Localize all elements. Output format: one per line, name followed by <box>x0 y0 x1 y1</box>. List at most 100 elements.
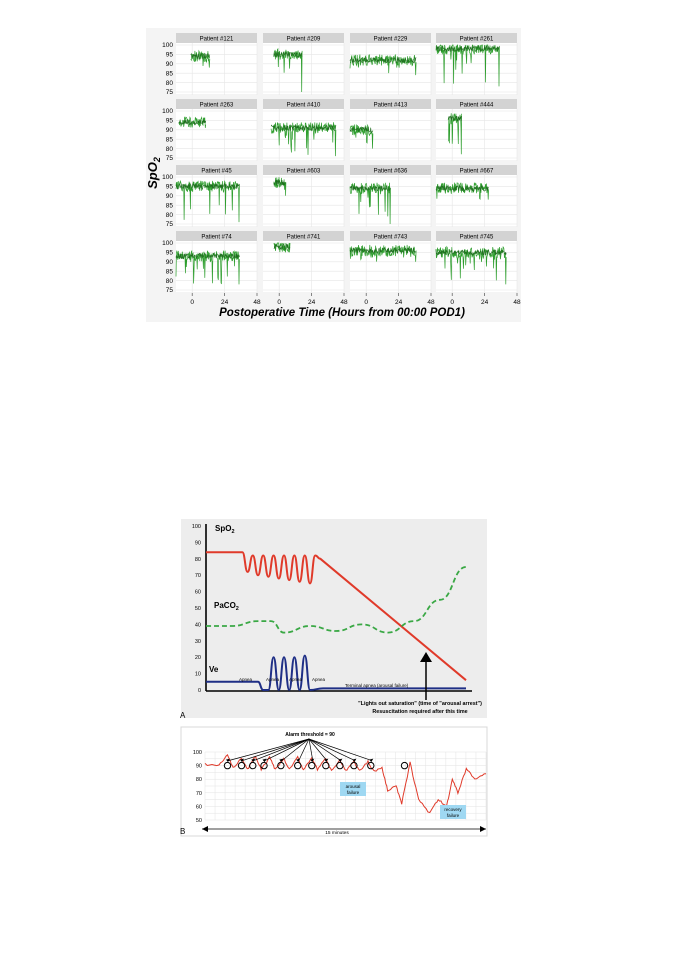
panel-strip <box>436 99 517 109</box>
panel-plot-area <box>350 43 431 94</box>
panel-strip <box>436 33 517 43</box>
spo2-trace-smoothed <box>349 56 417 64</box>
y-tick-label: 95 <box>166 250 174 257</box>
y-tick-label: 80 <box>195 557 201 563</box>
y-tick-label: 75 <box>166 89 174 96</box>
alarm-arrowhead <box>262 758 267 763</box>
panel-title: Patient #667 <box>460 168 494 174</box>
y-tick-label: 80 <box>166 212 174 219</box>
y-tick-label: 20 <box>195 655 201 661</box>
y-tick-label: 100 <box>162 108 173 115</box>
spo2-trace-smoothed <box>178 119 206 126</box>
panel-strip <box>263 231 344 241</box>
y-tick-label: 90 <box>196 764 202 770</box>
duration-arrow-right <box>480 826 486 832</box>
x-tick-label: 24 <box>481 299 489 306</box>
panel-label-a: A <box>180 711 186 720</box>
figure-1-xlabel: Postoperative Time (Hours from 00:00 POD… <box>219 307 465 319</box>
y-tick-label: 95 <box>166 52 174 59</box>
x-tick-label: 24 <box>308 299 316 306</box>
alarm-threshold-label: Alarm threshold = 90 <box>285 732 335 738</box>
spo2-trace-smoothed <box>447 115 462 122</box>
spo2-trace <box>349 182 391 225</box>
y-tick-label: 85 <box>166 202 174 209</box>
alarm-arrowhead <box>296 758 301 763</box>
alarm-arrow <box>281 738 310 761</box>
figure-2a-paco2-label: PaCO2 <box>214 601 239 612</box>
alarm-arrowhead <box>240 758 245 763</box>
recovery-failure-callout <box>440 805 466 819</box>
alarm-arrow <box>228 738 310 761</box>
spo2-trace-smoothed <box>435 184 489 192</box>
panel-strip <box>176 33 257 43</box>
patient-panel: Patient #209 <box>263 33 345 95</box>
x-tick-label: 48 <box>340 299 348 306</box>
spo2-trace-smoothed <box>190 52 211 60</box>
spo2-trace-smoothed <box>270 124 337 132</box>
figure-2a-ve-line <box>206 654 466 692</box>
y-tick-label: 70 <box>196 791 202 797</box>
panel-plot-area <box>176 241 257 292</box>
patient-panel: Patient #45 <box>175 165 258 227</box>
alarm-marker <box>336 761 344 770</box>
alarm-marker <box>237 761 246 770</box>
alarm-marker <box>277 761 285 770</box>
patient-panel: Patient #410 <box>263 99 345 161</box>
y-tick-label: 0 <box>198 688 201 694</box>
y-tick-label: 80 <box>196 777 202 783</box>
panel-strip <box>176 99 257 109</box>
y-tick-label: 75 <box>166 155 174 162</box>
panel-plot-area <box>263 43 344 94</box>
recovery-failure-text: failure <box>447 813 460 818</box>
y-tick-label: 75 <box>166 287 174 294</box>
x-tick-label: 0 <box>190 299 194 306</box>
x-tick-label: 0 <box>364 299 368 306</box>
alarm-arrowhead <box>251 758 256 763</box>
panel-title: Patient #410 <box>287 102 321 108</box>
annotation-line-1: "Lights out saturation" (time of "arousa… <box>358 701 482 707</box>
recovery-failure-text: recovery <box>444 807 462 812</box>
lights-out-arrowhead <box>420 652 432 662</box>
y-tick-label: 50 <box>195 606 201 612</box>
panel-strip <box>263 99 344 109</box>
panel-strip <box>350 231 431 241</box>
figure-2b-alarm-arrows <box>225 738 374 763</box>
panel-strip <box>436 165 517 175</box>
terminal-apnea-label: Terminal apnea (arousal failure) <box>345 683 409 688</box>
patient-panel: Patient #667 <box>435 165 518 227</box>
y-tick-label: 100 <box>162 240 173 247</box>
y-tick-label: 95 <box>166 118 174 125</box>
apnea-label: Apnea <box>289 677 303 682</box>
spo2-trace-smoothed <box>349 126 374 134</box>
figure-1-y-ticks: 100 95 90 85 80 75 100 95 90 85 80 75 100 95 90 85 80 75 1… <box>162 42 173 294</box>
y-tick-label: 80 <box>166 278 174 285</box>
panel-plot-area <box>176 175 257 226</box>
panel-strip <box>436 231 517 241</box>
y-tick-label: 90 <box>166 193 174 200</box>
panel-title: Patient #444 <box>460 102 494 108</box>
figure-2b-y-ticks: 100 90 80 70 60 50 <box>193 750 202 824</box>
panel-strip <box>350 99 431 109</box>
y-tick-label: 100 <box>192 524 201 530</box>
y-tick-label: 100 <box>193 750 202 756</box>
apnea-label: Apnea <box>266 677 280 682</box>
panel-plot-area <box>350 109 431 160</box>
panel-title: Patient #229 <box>374 36 408 42</box>
figure-1-panels: Patient #121 Patient #209 Patient #229 Pati… <box>175 33 518 293</box>
x-tick-label: 24 <box>395 299 403 306</box>
panel-title: Patient #745 <box>460 234 494 240</box>
panel-title: Patient #45 <box>201 168 232 174</box>
figure-2b-background <box>180 726 488 837</box>
arousal-failure-text: arousal <box>346 784 361 789</box>
apnea-label: Apnea <box>239 677 253 682</box>
alarm-arrow <box>264 738 310 761</box>
figure-1-ylabel: SpO2 <box>145 157 162 189</box>
alarm-marker <box>350 761 358 770</box>
panel-title: Patient #209 <box>287 36 321 42</box>
panel-plot-area <box>436 241 517 292</box>
y-tick-label: 30 <box>195 639 201 645</box>
alarm-marker <box>308 761 316 770</box>
panel-strip <box>176 165 257 175</box>
